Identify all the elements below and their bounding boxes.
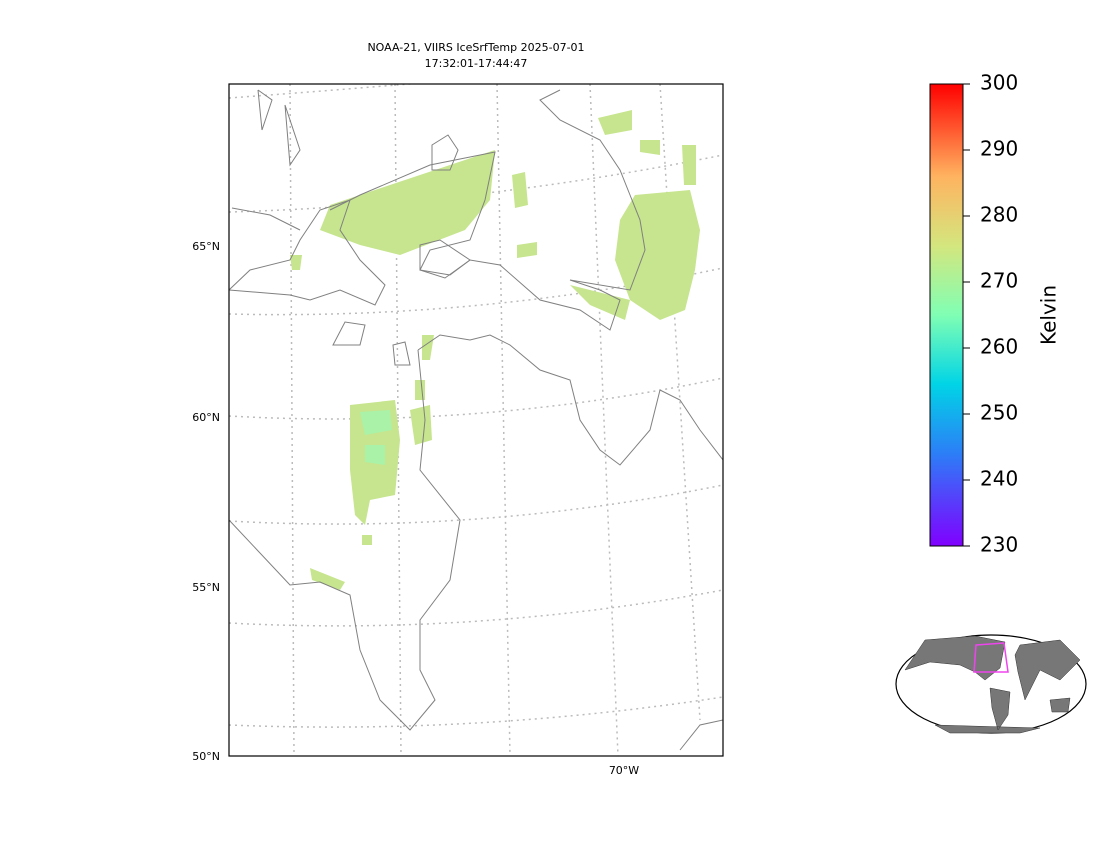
colorbar-tick-label: 270 bbox=[980, 269, 1018, 293]
title-line: NOAA-21, VIIRS IceSrfTemp 2025-07-01 bbox=[367, 41, 584, 54]
lon-label: 70°W bbox=[609, 764, 639, 777]
inset-globe bbox=[895, 634, 1087, 734]
map-area bbox=[229, 84, 723, 756]
colorbar-tick-label: 280 bbox=[980, 203, 1018, 227]
map-frame bbox=[228, 83, 724, 757]
colorbar-label: Kelvin bbox=[1037, 285, 1061, 345]
lat-label: 55°N bbox=[192, 581, 220, 594]
lat-label: 50°N bbox=[192, 750, 220, 763]
colorbar-tick-label: 230 bbox=[980, 533, 1018, 557]
lat-label: 60°N bbox=[192, 411, 220, 424]
colorbar-tick-label: 240 bbox=[980, 467, 1018, 491]
title-line: 17:32:01-17:44:47 bbox=[425, 57, 528, 70]
lat-label: 65°N bbox=[192, 240, 220, 253]
colorbar-tick-label: 290 bbox=[980, 137, 1018, 161]
colorbar-tick-label: 260 bbox=[980, 335, 1018, 359]
colorbar bbox=[929, 83, 964, 547]
colorbar-tick-label: 300 bbox=[980, 71, 1018, 95]
colorbar-tick-label: 250 bbox=[980, 401, 1018, 425]
